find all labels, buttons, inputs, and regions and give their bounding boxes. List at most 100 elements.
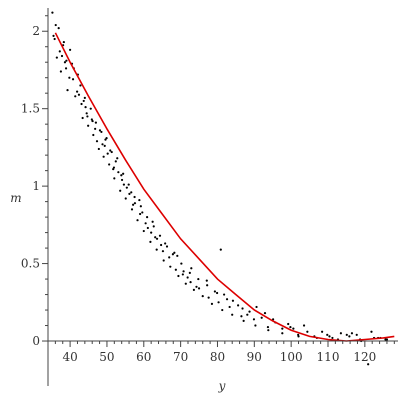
data-point bbox=[86, 115, 89, 118]
data-point bbox=[98, 129, 102, 132]
data-point bbox=[173, 251, 176, 254]
data-point bbox=[124, 197, 127, 200]
data-point bbox=[87, 124, 90, 127]
data-point bbox=[117, 171, 120, 174]
data-point bbox=[106, 152, 109, 155]
data-point bbox=[242, 319, 245, 322]
x-tick-label: 60 bbox=[136, 350, 151, 364]
data-point bbox=[213, 290, 216, 293]
data-point bbox=[345, 333, 348, 336]
data-point bbox=[201, 295, 204, 298]
data-point bbox=[180, 262, 183, 265]
data-point bbox=[181, 273, 184, 276]
data-point bbox=[130, 208, 134, 211]
data-point bbox=[66, 88, 69, 92]
data-point bbox=[52, 34, 55, 37]
data-point bbox=[54, 23, 57, 27]
data-point bbox=[169, 265, 172, 268]
data-point bbox=[246, 313, 249, 316]
x-tick-label: 40 bbox=[62, 350, 77, 364]
data-point bbox=[326, 333, 329, 336]
data-point bbox=[139, 205, 142, 208]
y-axis-title: m bbox=[10, 191, 21, 205]
data-point bbox=[267, 329, 270, 332]
y-tick-label: 1 bbox=[32, 179, 40, 193]
data-point bbox=[112, 166, 116, 169]
data-point bbox=[266, 325, 270, 329]
data-point bbox=[292, 327, 295, 330]
data-point bbox=[348, 335, 351, 338]
data-point bbox=[119, 189, 122, 192]
data-point bbox=[367, 363, 370, 366]
data-point bbox=[165, 245, 169, 248]
data-point bbox=[74, 95, 77, 98]
data-point bbox=[109, 149, 112, 152]
data-point bbox=[122, 183, 125, 186]
x-tick-label: 70 bbox=[173, 350, 188, 364]
data-point bbox=[321, 330, 324, 333]
data-point bbox=[94, 121, 97, 124]
x-tick-label: 110 bbox=[317, 350, 340, 364]
data-point bbox=[65, 59, 68, 62]
data-point bbox=[281, 332, 284, 335]
data-point bbox=[102, 155, 105, 158]
data-point bbox=[97, 147, 100, 151]
data-point bbox=[177, 274, 180, 278]
data-point bbox=[141, 211, 144, 214]
data-point bbox=[231, 313, 234, 316]
data-point bbox=[149, 240, 152, 243]
x-tick-label: 120 bbox=[353, 350, 376, 364]
data-point bbox=[92, 133, 95, 137]
data-point bbox=[190, 267, 193, 270]
data-point bbox=[150, 231, 153, 234]
data-point bbox=[85, 112, 88, 115]
data-point bbox=[297, 333, 300, 336]
data-point bbox=[225, 298, 229, 301]
data-point bbox=[184, 282, 187, 285]
x-axis-title: y bbox=[218, 379, 226, 393]
data-point bbox=[81, 116, 84, 120]
data-point bbox=[62, 40, 65, 44]
data-point bbox=[384, 338, 387, 341]
data-point bbox=[350, 332, 354, 335]
data-point bbox=[142, 229, 145, 233]
data-point bbox=[69, 48, 72, 51]
data-point bbox=[217, 301, 220, 304]
data-point bbox=[331, 336, 334, 340]
data-point bbox=[210, 302, 214, 305]
data-point bbox=[207, 296, 210, 299]
data-point bbox=[281, 327, 284, 330]
data-point bbox=[155, 237, 159, 240]
x-tick-label: 80 bbox=[210, 350, 225, 364]
data-point bbox=[241, 307, 244, 310]
data-point bbox=[146, 216, 149, 219]
data-point bbox=[164, 242, 167, 245]
data-point bbox=[254, 324, 257, 327]
data-point bbox=[182, 270, 185, 273]
data-point bbox=[154, 236, 157, 239]
data-point bbox=[195, 285, 198, 288]
data-point bbox=[64, 67, 68, 70]
data-point bbox=[287, 322, 290, 326]
data-point bbox=[104, 138, 107, 141]
data-point bbox=[174, 268, 177, 271]
y-tick-label: 2 bbox=[32, 24, 40, 38]
data-point bbox=[63, 61, 67, 64]
data-point bbox=[133, 202, 137, 205]
data-point bbox=[161, 250, 165, 253]
data-point bbox=[125, 186, 128, 189]
data-point bbox=[77, 93, 81, 96]
data-point bbox=[114, 160, 117, 163]
data-point bbox=[151, 220, 154, 223]
data-point bbox=[260, 316, 263, 319]
data-point bbox=[240, 315, 243, 318]
data-point bbox=[108, 163, 111, 166]
data-point bbox=[216, 291, 219, 295]
data-point bbox=[205, 279, 208, 282]
y-tick-label: 1.5 bbox=[21, 102, 40, 116]
data-point bbox=[110, 150, 113, 154]
data-point bbox=[120, 174, 123, 177]
data-point bbox=[339, 332, 342, 335]
data-point bbox=[51, 11, 54, 14]
